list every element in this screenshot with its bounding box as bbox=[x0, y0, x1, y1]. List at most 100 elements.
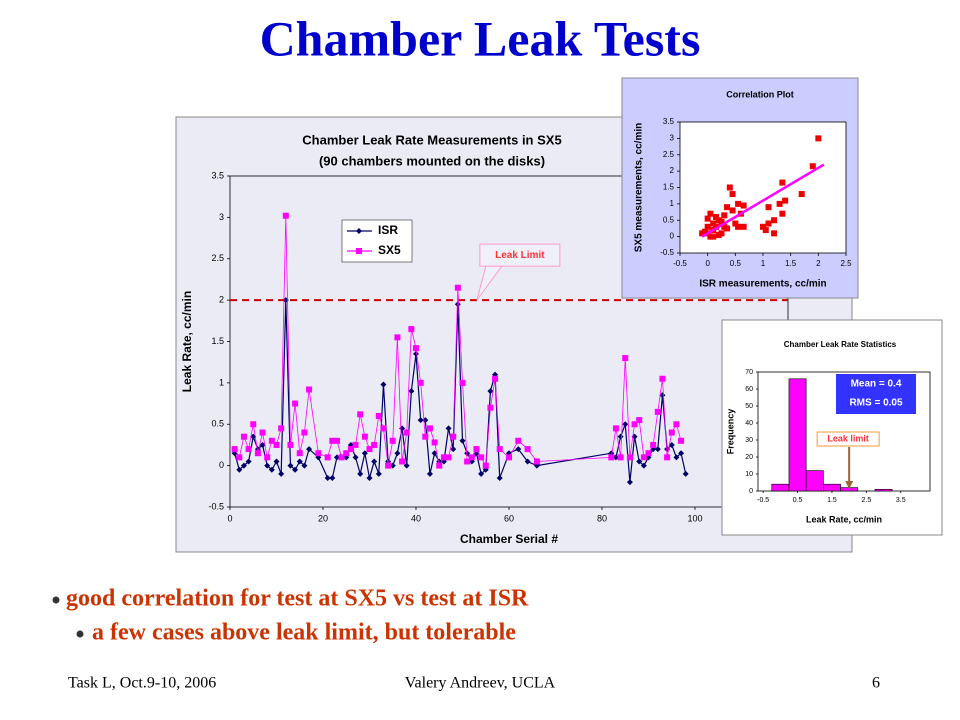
data-point bbox=[622, 355, 629, 362]
x-tick-label: 1.5 bbox=[785, 259, 797, 268]
data-point bbox=[478, 454, 485, 461]
data-point bbox=[450, 433, 457, 440]
data-point bbox=[278, 425, 285, 432]
data-point bbox=[380, 425, 387, 432]
x-tick-label: 20 bbox=[318, 513, 328, 523]
bar bbox=[823, 483, 841, 492]
data-point bbox=[776, 200, 783, 207]
y-tick-label: 20 bbox=[745, 454, 753, 461]
y-tick-label: 50 bbox=[745, 403, 753, 410]
data-point bbox=[459, 437, 466, 444]
y-tick-label: 60 bbox=[745, 386, 753, 393]
data-point bbox=[464, 450, 471, 457]
data-point bbox=[617, 454, 624, 461]
data-point bbox=[240, 462, 247, 469]
y-tick-label: 1.5 bbox=[211, 336, 224, 346]
x-tick-label: 3.5 bbox=[896, 497, 906, 504]
data-point bbox=[371, 458, 378, 465]
data-point bbox=[399, 458, 406, 465]
data-point bbox=[357, 470, 364, 477]
data-point bbox=[704, 223, 711, 230]
x-tick-label: 0.5 bbox=[730, 259, 742, 268]
y-tick-label: 0.5 bbox=[211, 419, 224, 429]
x-tick-label: -0.5 bbox=[757, 497, 769, 504]
y-tick-label: 1.5 bbox=[663, 183, 675, 192]
data-point bbox=[259, 429, 266, 436]
data-point bbox=[645, 450, 652, 457]
data-point bbox=[798, 191, 805, 198]
data-point bbox=[236, 454, 243, 461]
data-point bbox=[612, 425, 619, 432]
data-point bbox=[478, 470, 485, 477]
data-point bbox=[724, 225, 731, 232]
legend bbox=[341, 219, 413, 263]
y-tick-label: 3 bbox=[670, 133, 675, 142]
data-point bbox=[292, 466, 299, 473]
data-point bbox=[704, 215, 711, 222]
data-point bbox=[636, 417, 643, 424]
data-point bbox=[403, 462, 410, 469]
data-point bbox=[259, 441, 266, 448]
y-tick-label: 70 bbox=[745, 369, 753, 376]
data-point bbox=[394, 450, 401, 457]
data-point bbox=[650, 441, 657, 448]
data-point bbox=[726, 184, 733, 191]
data-point bbox=[673, 454, 680, 461]
data-point bbox=[640, 454, 647, 461]
y-tick-label: 2 bbox=[219, 295, 224, 305]
data-point bbox=[740, 223, 747, 230]
data-point bbox=[515, 437, 522, 444]
chart: Correlation Plot ISR measurements, cc/min… bbox=[621, 77, 859, 299]
x-tick-label: 80 bbox=[597, 513, 607, 523]
data-point bbox=[231, 446, 238, 453]
data-point bbox=[324, 454, 331, 461]
x-tick-label: 2.5 bbox=[861, 497, 871, 504]
footer-left: Task L, Oct.9-10, 2006 bbox=[68, 675, 216, 692]
data-point bbox=[408, 326, 415, 333]
data-point bbox=[487, 388, 494, 395]
y-tick-label: 1 bbox=[219, 377, 224, 387]
data-point bbox=[482, 462, 489, 469]
bullet-dot bbox=[76, 630, 84, 638]
data-point bbox=[329, 437, 336, 444]
fit-line bbox=[701, 163, 825, 238]
data-point bbox=[264, 462, 271, 469]
data-point bbox=[765, 220, 772, 227]
data-point bbox=[506, 454, 512, 461]
data-point bbox=[468, 454, 475, 461]
data-point bbox=[682, 470, 689, 477]
data-point bbox=[445, 454, 452, 461]
x-tick-label: 0 bbox=[227, 513, 232, 523]
data-point bbox=[721, 212, 728, 219]
chart-title: Correlation Plot bbox=[726, 89, 794, 99]
data-point bbox=[426, 425, 433, 432]
data-point bbox=[361, 450, 368, 457]
data-point bbox=[496, 446, 503, 453]
data-point bbox=[375, 412, 382, 419]
data-point bbox=[454, 301, 461, 308]
y-tick-label: -0.5 bbox=[660, 248, 674, 257]
data-point bbox=[779, 210, 786, 217]
y-tick-label: 0 bbox=[749, 488, 753, 495]
y-tick-label: 10 bbox=[745, 471, 753, 478]
data-point bbox=[815, 135, 822, 142]
data-point bbox=[352, 441, 359, 448]
data-point bbox=[343, 450, 350, 457]
data-point bbox=[273, 458, 280, 465]
data-point bbox=[636, 458, 643, 465]
data-point bbox=[245, 446, 252, 453]
chart-title: Chamber Leak Rate Statistics bbox=[784, 340, 897, 349]
data-point bbox=[324, 475, 331, 482]
data-point bbox=[699, 230, 706, 237]
data-point bbox=[626, 479, 633, 486]
stats-text: RMS = 0.05 bbox=[849, 398, 903, 409]
y-tick-label: 0.5 bbox=[663, 215, 675, 224]
data-point bbox=[413, 345, 419, 352]
annotation: Leak Limit bbox=[495, 250, 545, 261]
data-point bbox=[712, 213, 719, 220]
x-tick-label: 1.5 bbox=[827, 497, 837, 504]
x-tick-label: 1 bbox=[761, 259, 766, 268]
data-point bbox=[640, 462, 647, 469]
y-tick-label: 0 bbox=[670, 232, 675, 241]
data-point bbox=[617, 433, 624, 440]
